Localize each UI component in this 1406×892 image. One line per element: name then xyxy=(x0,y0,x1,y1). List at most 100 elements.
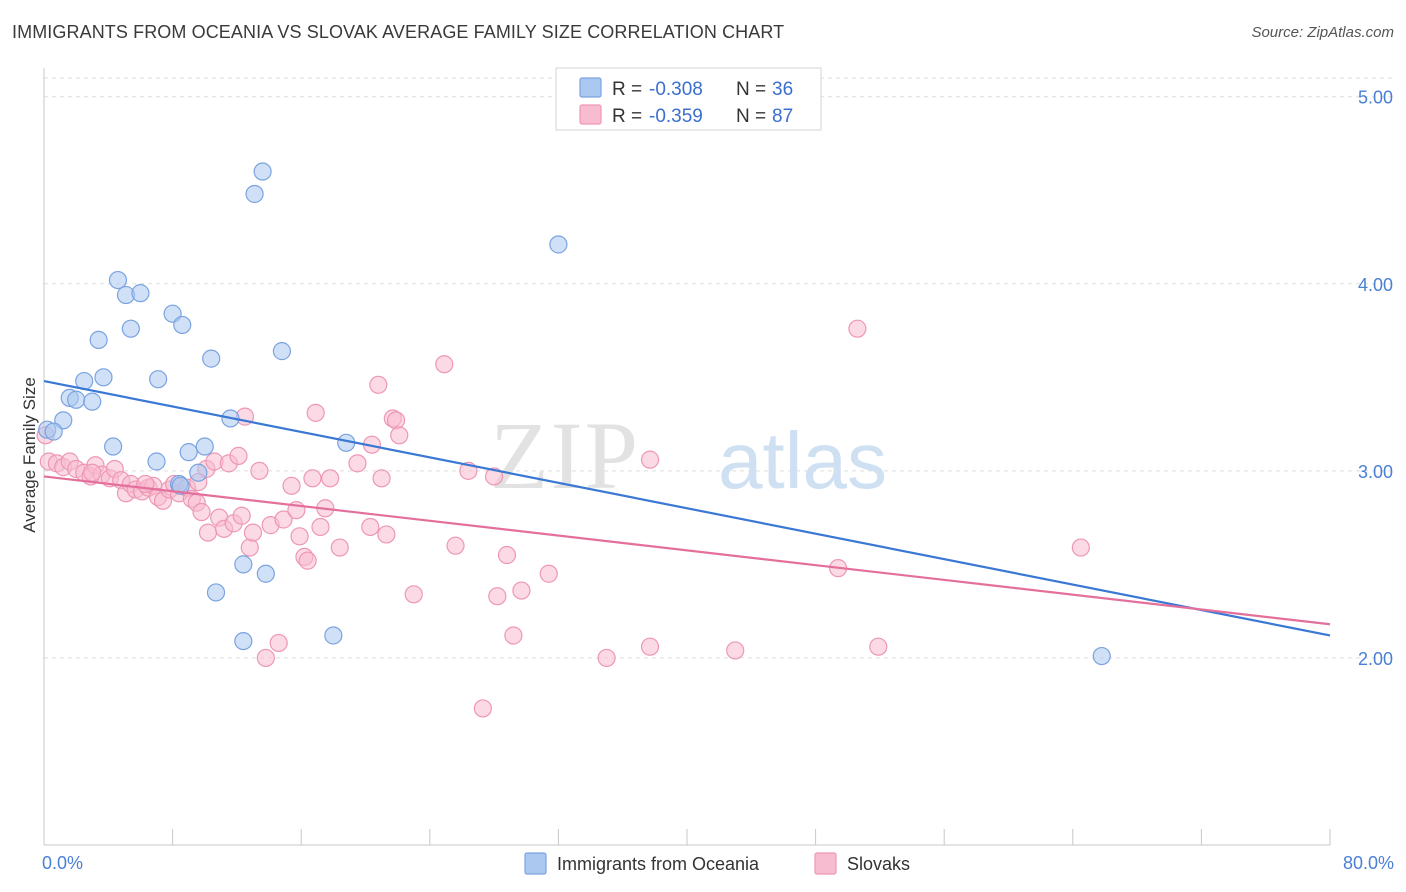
legend-swatch-slovaks xyxy=(579,104,602,125)
point-slovaks-55 xyxy=(361,517,380,537)
trend-line-oceania xyxy=(43,379,1331,637)
point-slovaks-81 xyxy=(1071,538,1090,557)
data-points xyxy=(36,162,1111,718)
point-slovaks-58 xyxy=(372,469,391,488)
point-oceania-15 xyxy=(147,452,166,471)
point-oceania-2 xyxy=(44,422,63,441)
point-slovaks-68 xyxy=(485,467,504,486)
point-oceania-4 xyxy=(67,390,86,409)
point-slovaks-75 xyxy=(640,450,660,469)
y-tick-label-0: 2.00 xyxy=(1358,649,1393,669)
point-slovaks-54 xyxy=(348,454,367,473)
point-oceania-33 xyxy=(549,235,568,254)
bottom-legend-swatch-oceania xyxy=(524,852,547,875)
point-oceania-30 xyxy=(272,342,292,361)
legend-n-value-oceania: 36 xyxy=(772,79,793,100)
point-slovaks-28 xyxy=(198,523,218,542)
point-slovaks-76 xyxy=(640,637,660,656)
source-label: Source: ZipAtlas.com xyxy=(1251,24,1394,41)
bottom-legend-label-oceania: Immigrants from Oceania xyxy=(557,854,760,874)
point-slovaks-71 xyxy=(504,626,523,645)
point-slovaks-67 xyxy=(473,699,492,718)
point-slovaks-39 xyxy=(250,461,269,480)
x-tick-label-0: 0.0% xyxy=(42,853,83,873)
point-oceania-28 xyxy=(253,162,272,181)
point-slovaks-26 xyxy=(192,502,211,522)
point-oceania-29 xyxy=(256,564,275,583)
point-oceania-12 xyxy=(121,319,140,338)
point-oceania-25 xyxy=(234,555,253,574)
point-oceania-9 xyxy=(104,437,123,456)
watermark: ZIP atlas xyxy=(490,402,887,509)
point-slovaks-53 xyxy=(330,538,349,557)
point-oceania-6 xyxy=(83,392,102,411)
legend-n-label-slovaks: N = xyxy=(736,106,766,127)
point-oceania-19 xyxy=(179,443,198,462)
point-slovaks-69 xyxy=(488,587,507,606)
point-slovaks-73 xyxy=(539,564,558,583)
y-tick-label-2: 4.00 xyxy=(1358,275,1393,295)
point-slovaks-44 xyxy=(282,476,301,495)
legend-r-label-slovaks: R = xyxy=(612,106,642,127)
y-axis-label: Average Family Size xyxy=(20,377,39,533)
point-slovaks-52 xyxy=(321,469,340,488)
point-oceania-27 xyxy=(245,184,264,204)
point-oceania-14 xyxy=(149,370,168,389)
legend: R = -0.308 N = 36 R = -0.359 N = 87 xyxy=(555,67,822,131)
bottom-legend-swatch-slovaks xyxy=(814,852,837,875)
y-tick-label-1: 3.00 xyxy=(1358,462,1393,482)
point-slovaks-42 xyxy=(269,633,288,653)
chart-title: IMMIGRANTS FROM OCEANIA VS SLOVAK AVERAG… xyxy=(12,22,785,42)
point-slovaks-40 xyxy=(256,648,275,668)
point-oceania-35 xyxy=(171,476,190,495)
point-slovaks-57 xyxy=(369,375,388,394)
point-slovaks-37 xyxy=(240,538,259,557)
point-slovaks-38 xyxy=(243,523,263,542)
point-slovaks-63 xyxy=(404,585,423,604)
point-oceania-20 xyxy=(189,463,208,482)
point-oceania-21 xyxy=(195,437,214,456)
legend-swatch-oceania xyxy=(579,77,602,98)
point-slovaks-79 xyxy=(848,319,867,338)
point-slovaks-77 xyxy=(726,641,745,660)
point-slovaks-70 xyxy=(497,545,517,565)
point-oceania-7 xyxy=(89,330,108,350)
point-oceania-31 xyxy=(324,626,343,645)
point-slovaks-65 xyxy=(446,536,465,555)
point-slovaks-72 xyxy=(512,581,531,600)
point-slovaks-83 xyxy=(136,474,155,494)
point-slovaks-34 xyxy=(229,446,248,465)
point-oceania-10 xyxy=(108,270,128,290)
point-oceania-22 xyxy=(202,349,221,368)
trend-line-slovaks xyxy=(43,475,1331,626)
point-oceania-13 xyxy=(131,284,150,303)
legend-r-label-oceania: R = xyxy=(612,79,642,100)
legend-r-value-oceania: -0.308 xyxy=(649,79,703,100)
legend-n-value-slovaks: 87 xyxy=(772,106,793,127)
point-oceania-34 xyxy=(1092,646,1111,666)
point-slovaks-82 xyxy=(83,463,102,482)
point-oceania-26 xyxy=(234,631,253,651)
point-slovaks-50 xyxy=(311,517,330,537)
point-slovaks-49 xyxy=(306,403,325,422)
point-oceania-18 xyxy=(173,315,192,335)
x-tick-labels: 0.0% 80.0% xyxy=(42,853,1394,873)
point-slovaks-46 xyxy=(290,527,309,546)
bottom-legend: Immigrants from Oceania Slovaks xyxy=(524,852,910,875)
point-slovaks-80 xyxy=(869,637,888,656)
point-slovaks-48 xyxy=(298,551,317,570)
trend-lines xyxy=(43,379,1331,637)
point-slovaks-61 xyxy=(386,411,406,430)
point-slovaks-62 xyxy=(390,426,409,445)
point-slovaks-64 xyxy=(435,355,454,374)
legend-r-value-slovaks: -0.359 xyxy=(649,106,703,127)
y-tick-label-3: 5.00 xyxy=(1358,88,1393,108)
y-tick-labels: 2.00 3.00 4.00 5.00 xyxy=(1358,88,1393,669)
point-slovaks-74 xyxy=(597,648,616,668)
bottom-legend-label-slovaks: Slovaks xyxy=(847,854,910,874)
watermark-zip: ZIP xyxy=(490,402,640,509)
point-slovaks-43 xyxy=(274,510,293,529)
point-slovaks-86 xyxy=(303,469,322,488)
legend-n-label-oceania: N = xyxy=(736,79,766,100)
